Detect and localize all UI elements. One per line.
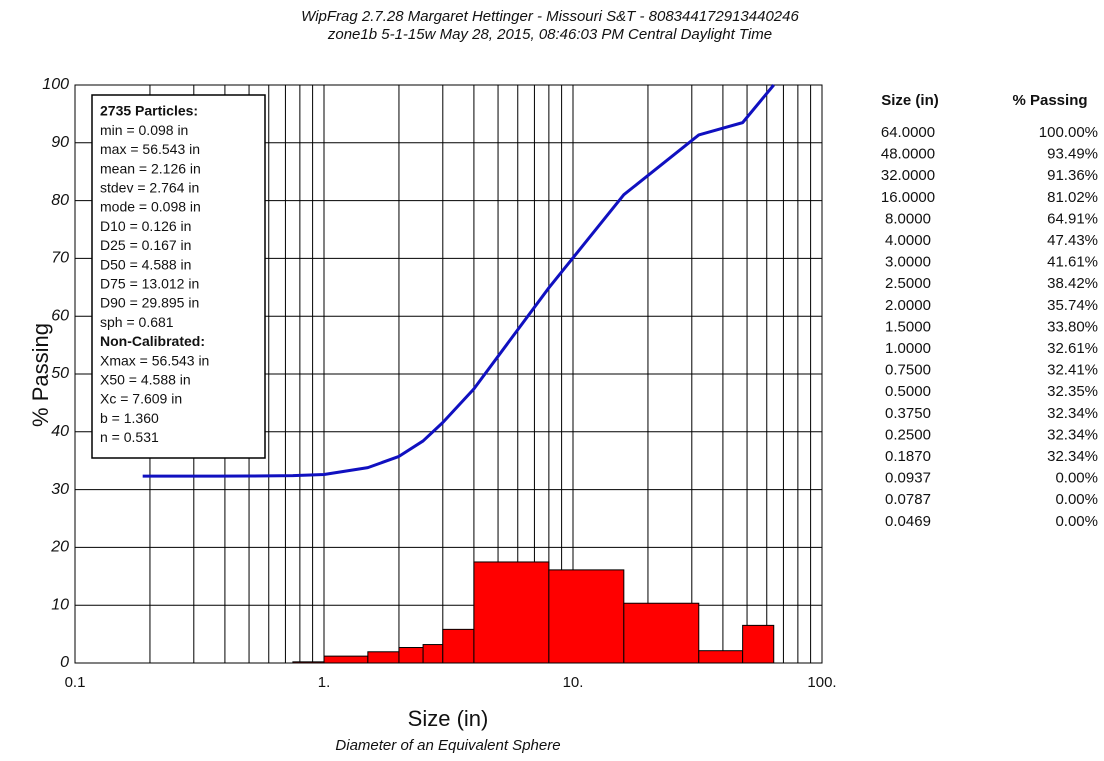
table-cell: 100.00%: [1039, 124, 1098, 141]
y-tick-label: 50: [51, 365, 69, 382]
table-cell: 8.0000: [885, 210, 931, 227]
y-tick-label: 20: [50, 539, 69, 556]
stats-line: 2735 Particles:: [100, 103, 198, 119]
stats-line: Non-Calibrated:: [100, 333, 205, 349]
stats-line: D90 = 29.895 in: [100, 295, 199, 311]
x-axis-label: Size (in): [408, 706, 489, 731]
chart-subtitle: zone1b 5-1-15w May 28, 2015, 08:46:03 PM…: [327, 26, 772, 43]
histogram-bar: [323, 655, 369, 664]
table-cell: 0.7500: [885, 362, 931, 379]
chart-title: WipFrag 2.7.28 Margaret Hettinger - Miss…: [301, 8, 799, 25]
stats-line: D50 = 4.588 in: [100, 256, 191, 272]
table-cell: 4.0000: [885, 232, 931, 249]
y-tick-label: 10: [51, 596, 69, 613]
table-cell: 0.00%: [1055, 470, 1098, 487]
y-tick-label: 80: [51, 192, 69, 209]
histogram-bar: [548, 569, 625, 664]
table-header: % Passing: [1012, 92, 1087, 109]
histogram-bar: [398, 647, 424, 664]
y-tick-label: 70: [51, 250, 69, 267]
stats-box: [91, 94, 266, 459]
line-series: [142, 84, 775, 478]
x-tick-label: 1.: [318, 674, 331, 691]
table-cell: 81.02%: [1047, 189, 1098, 206]
table-cell: 0.00%: [1055, 491, 1098, 508]
table-cell: 2.0000: [885, 297, 931, 314]
stats-line: stdev = 2.764 in: [100, 180, 199, 196]
table-cell: 0.00%: [1055, 513, 1098, 530]
histogram-bar: [473, 561, 550, 664]
stats-line: min = 0.098 in: [100, 122, 188, 138]
table-cell: 0.0469: [885, 513, 931, 530]
stats-line: D25 = 0.167 in: [100, 237, 191, 253]
y-tick-label: 90: [51, 134, 69, 151]
stats-line: n = 0.531: [100, 429, 159, 445]
table-cell: 91.36%: [1047, 167, 1098, 184]
table-header: Size (in): [881, 92, 939, 109]
histogram-bar: [623, 602, 700, 664]
table-cell: 0.3750: [885, 405, 931, 422]
histogram-bar: [367, 651, 400, 664]
table-cell: 47.43%: [1047, 232, 1098, 249]
table-cell: 41.61%: [1047, 254, 1098, 271]
x-tick-label: 10.: [563, 674, 584, 691]
table-cell: 2.5000: [885, 275, 931, 292]
y-tick-label: 30: [51, 481, 69, 498]
table-cell: 64.91%: [1047, 210, 1098, 227]
table-cell: 93.49%: [1047, 146, 1098, 163]
table-cell: 32.35%: [1047, 383, 1098, 400]
histogram-bar: [698, 650, 744, 664]
table-cell: 1.0000: [885, 340, 931, 357]
stats-line: Xc = 7.609 in: [100, 391, 182, 407]
stats-line: b = 1.360: [100, 410, 159, 426]
y-tick-label: 60: [51, 307, 69, 324]
table-cell: 32.34%: [1047, 405, 1098, 422]
table-cell: 64.0000: [881, 124, 935, 141]
x-tick-label: 0.1: [65, 674, 86, 691]
table-cell: 16.0000: [881, 189, 935, 206]
table-cell: 32.0000: [881, 167, 935, 184]
table-cell: 32.41%: [1047, 362, 1098, 379]
table-cell: 0.5000: [885, 383, 931, 400]
histogram-bar: [422, 644, 444, 664]
stats-line: mean = 2.126 in: [100, 160, 201, 176]
x-axis-sublabel: Diameter of an Equivalent Sphere: [335, 737, 560, 754]
stats-line: X50 = 4.588 in: [100, 372, 191, 388]
y-tick-label: 40: [51, 423, 69, 440]
y-tick-label: 100: [42, 76, 69, 93]
table-cell: 32.34%: [1047, 426, 1098, 443]
table-cell: 35.74%: [1047, 297, 1098, 314]
table-cell: 0.1870: [885, 448, 931, 465]
table-cell: 3.0000: [885, 254, 931, 271]
plot-frame: [74, 84, 823, 664]
table-cell: 0.2500: [885, 426, 931, 443]
stats-line: D10 = 0.126 in: [100, 218, 191, 234]
table-cell: 32.61%: [1047, 340, 1098, 357]
stats-line: sph = 0.681: [100, 314, 174, 330]
stats-line: Xmax = 56.543 in: [100, 352, 209, 368]
table-cell: 0.0787: [885, 491, 931, 508]
table-cell: 48.0000: [881, 146, 935, 163]
table-cell: 38.42%: [1047, 275, 1098, 292]
x-tick-label: 100.: [807, 674, 836, 691]
histogram-bar: [442, 628, 475, 664]
histogram-bar: [742, 624, 775, 664]
table-cell: 32.34%: [1047, 448, 1098, 465]
stats-line: mode = 0.098 in: [100, 199, 201, 215]
table-cell: 1.5000: [885, 318, 931, 335]
table-cell: 33.80%: [1047, 318, 1098, 335]
stats-line: D75 = 13.012 in: [100, 276, 199, 292]
y-tick-label: 0: [60, 654, 69, 671]
y-axis-label: % Passing: [28, 323, 53, 427]
stats-line: max = 56.543 in: [100, 141, 200, 157]
table-cell: 0.0937: [885, 470, 931, 487]
